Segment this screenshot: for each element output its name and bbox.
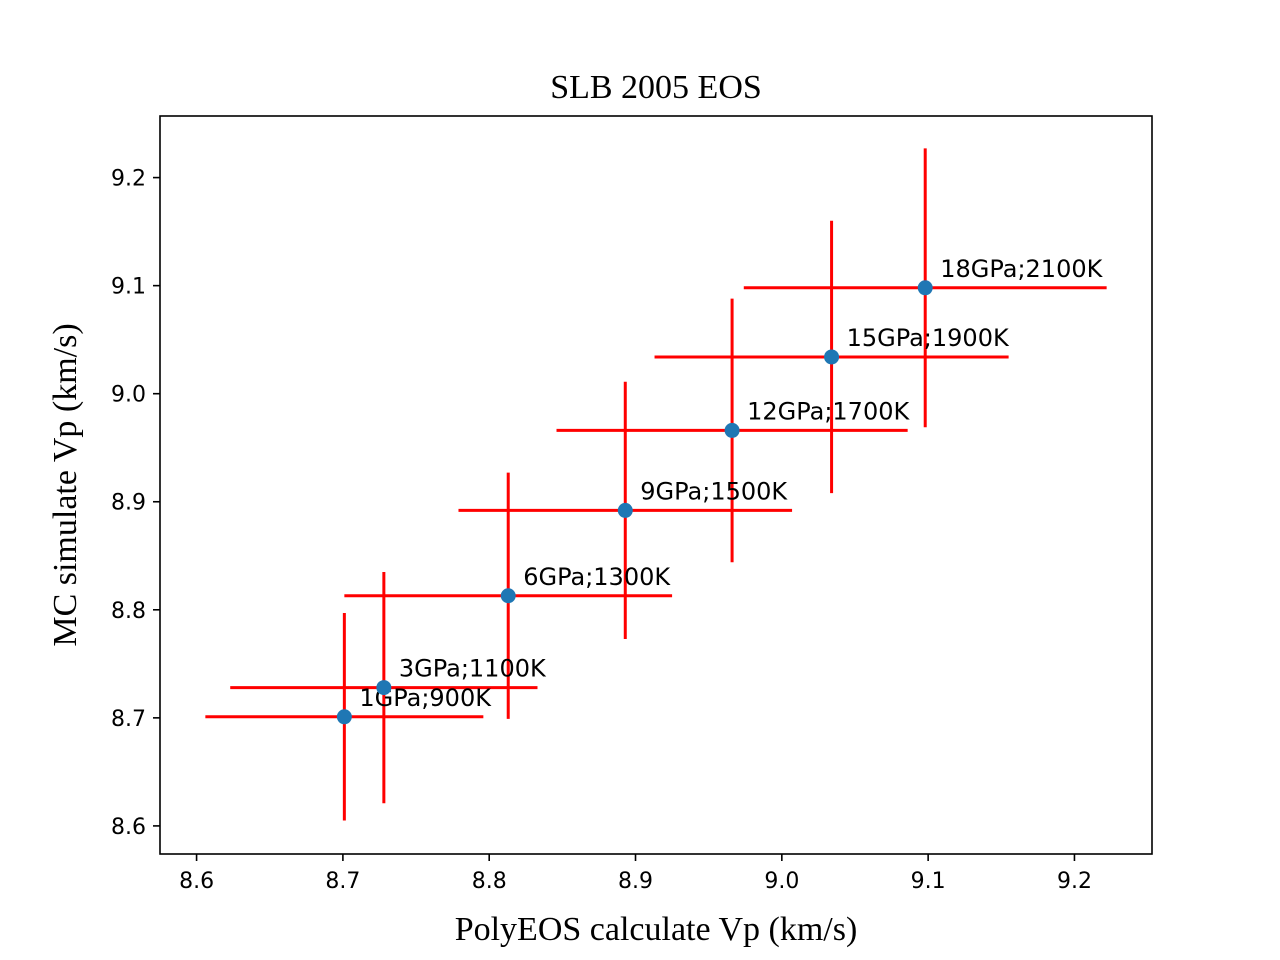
x-tick-label: 9.1 <box>911 869 946 894</box>
point-label: 9GPa;1500K <box>640 477 788 505</box>
y-tick-label: 9.0 <box>111 383 146 408</box>
data-point <box>336 709 352 725</box>
point-label: 18GPa;2100K <box>940 255 1103 283</box>
point-label: 6GPa;1300K <box>523 563 671 591</box>
x-tick-label: 8.9 <box>618 869 653 894</box>
plot-frame <box>159 115 1153 855</box>
chart-title: SLB 2005 EOS <box>550 69 762 106</box>
point-label: 15GPa;1900K <box>847 324 1010 352</box>
data-point <box>500 588 516 604</box>
y-tick-label: 9.2 <box>111 167 146 192</box>
data-point <box>724 422 740 438</box>
x-tick-label: 9.2 <box>1057 869 1092 894</box>
y-tick-label: 8.6 <box>111 815 146 840</box>
x-tick-label: 9.0 <box>764 869 799 894</box>
data-point <box>917 280 933 296</box>
y-tick-label: 8.8 <box>111 599 146 624</box>
point-label: 12GPa;1700K <box>747 397 910 425</box>
data-point <box>617 502 633 518</box>
y-axis: 8.6 8.7 8.8 8.9 9.0 9.1 9.2 <box>111 167 160 840</box>
point-label: 3GPa;1100K <box>399 655 547 683</box>
y-axis-label: MC simulate Vp (km/s) <box>47 323 84 646</box>
data-point <box>824 349 840 365</box>
x-tick-label: 8.8 <box>472 869 507 894</box>
data-point <box>376 680 392 696</box>
x-tick-label: 8.7 <box>325 869 360 894</box>
x-axis: 8.6 8.7 8.8 8.9 9.0 9.1 9.2 <box>179 854 1092 894</box>
y-tick-label: 8.9 <box>111 491 146 516</box>
plot-area: 1GPa;900K3GPa;1100K6GPa;1300K9GPa;1500K1… <box>205 148 1107 821</box>
y-tick-label: 8.7 <box>111 707 146 732</box>
x-axis-label: PolyEOS calculate Vp (km/s) <box>455 911 858 948</box>
y-tick-label: 9.1 <box>111 275 146 300</box>
x-tick-label: 8.6 <box>179 869 214 894</box>
